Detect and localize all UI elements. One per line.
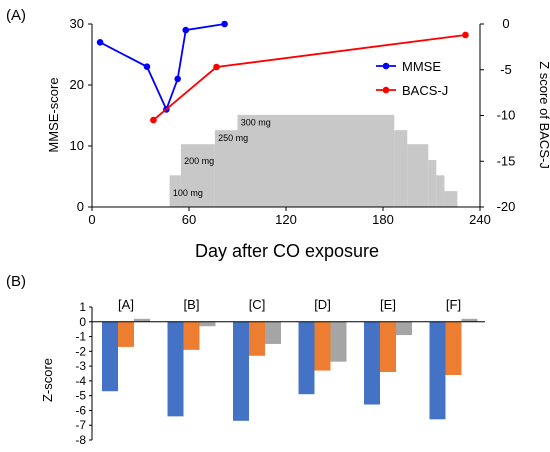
bar — [167, 321, 184, 417]
legend-marker-mmse — [382, 62, 390, 70]
series-line-bacs-j — [152, 34, 466, 121]
bar — [199, 321, 216, 327]
dose-step-1 — [180, 144, 215, 207]
dose-step-2 — [214, 130, 238, 207]
y-tick-label-right: -5 — [500, 62, 512, 77]
y-tick-label: -5 — [75, 389, 86, 403]
legend-label-bacs-j: BACS-J — [402, 83, 448, 98]
data-point-mmse — [182, 26, 190, 34]
y-tick-label: -2 — [75, 344, 86, 358]
data-point-bacs-j — [150, 116, 157, 124]
dose-step-7 — [436, 175, 445, 207]
bar — [233, 321, 249, 421]
bar — [364, 321, 380, 405]
dose-step-5 — [407, 144, 429, 207]
dose-step-0 — [169, 175, 181, 207]
y-tick-label-left: 20 — [70, 77, 84, 92]
y-tick-label-left: 0 — [77, 199, 84, 214]
category-label: [C] — [249, 297, 266, 312]
x-tick-label: 60 — [182, 212, 196, 227]
dose-step-3 — [237, 114, 395, 207]
panel-b-label: (B) — [6, 273, 26, 290]
series-line-mmse — [99, 23, 225, 112]
bar-chart-b: 10-1-2-3-4-5-6-7-8 [A] [B] [C] [D] [E] [F] — [75, 297, 485, 447]
bar — [102, 321, 118, 392]
bar — [461, 318, 478, 322]
bar — [118, 321, 134, 347]
bar — [330, 321, 347, 362]
category-label: [A] — [118, 297, 134, 312]
data-point-bacs-j — [462, 31, 469, 39]
data-point-mmse — [221, 20, 228, 28]
dose-label: 100 mg — [173, 188, 203, 198]
legend-label-mmse: MMSE — [402, 59, 441, 74]
panel-a-label: (A) — [6, 7, 26, 24]
y-tick-label: -3 — [75, 359, 86, 373]
category-label: [D] — [314, 297, 331, 312]
y-tick-label-right: 0 — [502, 16, 509, 31]
x-tick-label: 120 — [275, 212, 297, 227]
y-tick-label: -6 — [75, 403, 86, 417]
data-point-mmse — [143, 63, 151, 70]
panel-a-xlabel: Day after CO exposure — [195, 241, 379, 261]
y-tick-label: -8 — [75, 433, 86, 447]
bar — [298, 321, 315, 395]
bar — [249, 321, 265, 356]
y-tick-label: -1 — [75, 330, 86, 344]
panel-a-ylabel-right: Z score of BACS-J — [537, 61, 550, 169]
x-tick-label: 0 — [88, 212, 95, 227]
bar — [134, 318, 150, 322]
y-tick-label: -4 — [75, 374, 86, 388]
data-point-bacs-j — [213, 63, 220, 71]
y-tick-label: -7 — [75, 418, 86, 432]
y-tick-label-left: 30 — [70, 16, 84, 31]
data-point-mmse — [174, 75, 181, 83]
y-tick-label: 0 — [79, 315, 86, 329]
bar — [265, 321, 281, 344]
x-tick-label: 180 — [372, 212, 394, 227]
category-label: [E] — [380, 297, 396, 312]
bar — [396, 321, 412, 336]
y-tick-label: 1 — [79, 300, 86, 314]
bar — [314, 321, 331, 371]
category-label: [F] — [446, 297, 461, 312]
panel-b-ylabel: Z-score — [40, 358, 55, 402]
dose-label: 250 mg — [218, 133, 248, 143]
bar — [380, 321, 396, 373]
dose-step-6 — [428, 160, 437, 207]
panel-a-ylabel-left: MMSE-score — [46, 77, 61, 152]
bar — [445, 321, 462, 375]
dose-label: 200 mg — [184, 156, 214, 166]
y-tick-label-right: -15 — [497, 153, 516, 168]
y-tick-label-right: -20 — [497, 199, 516, 214]
bar — [183, 321, 200, 350]
category-label: [B] — [184, 297, 200, 312]
y-tick-label-left: 10 — [70, 138, 84, 153]
legend-marker-bacs-j — [382, 86, 390, 94]
dose-label: 300 mg — [241, 118, 271, 128]
y-tick-label-right: -10 — [497, 108, 516, 123]
dose-step-4 — [394, 130, 408, 207]
dose-step-8 — [444, 191, 458, 207]
x-tick-label: 240 — [469, 212, 491, 227]
line-chart-a: 100 mg 200 mg 250 mg 300 mg 0 60 120 180 240 0 10 2… — [70, 16, 516, 227]
bar — [429, 321, 446, 420]
data-point-mmse — [96, 39, 104, 46]
